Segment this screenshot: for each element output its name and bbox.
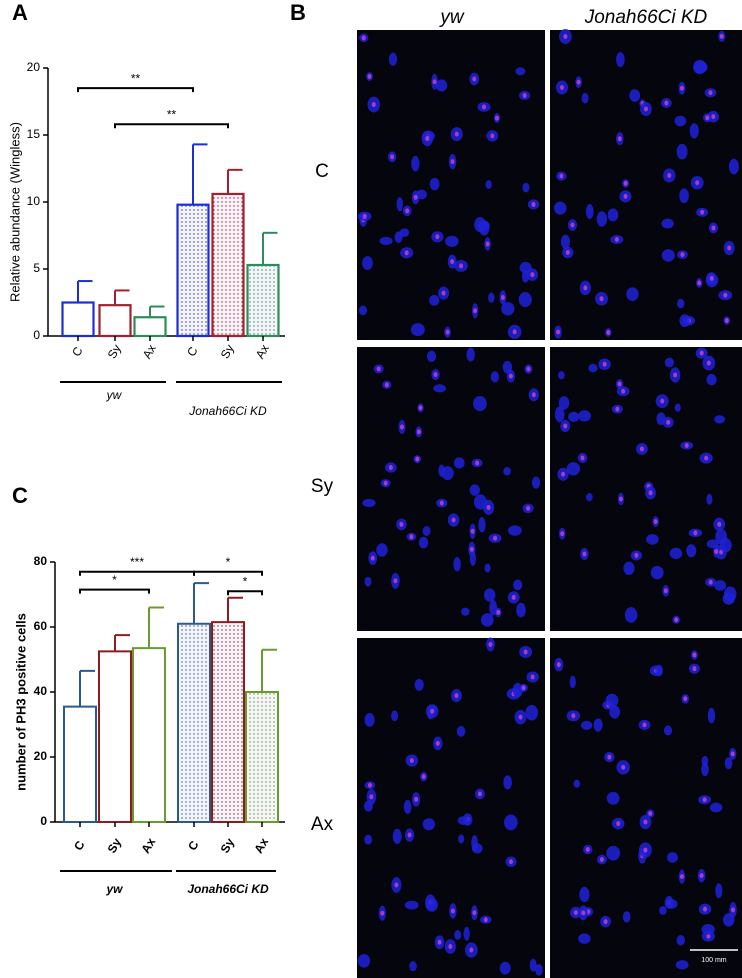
bar <box>245 691 279 823</box>
significance-bracket <box>193 570 263 576</box>
bar <box>177 622 211 823</box>
bar <box>98 304 132 338</box>
micrograph <box>357 637 545 978</box>
significance-label: ** <box>131 71 141 85</box>
panel-label: B <box>290 0 306 25</box>
y-tick-label: 20 <box>34 749 48 763</box>
group-label: yw <box>106 388 123 402</box>
y-tick-label: 80 <box>34 554 48 568</box>
y-tick-label: 40 <box>34 684 48 698</box>
bar <box>61 301 95 338</box>
significance-label: ** <box>167 107 177 121</box>
row-label: C <box>315 161 329 182</box>
column-label: Jonah66Ci KD <box>584 7 708 28</box>
x-tick-label: Sy <box>218 342 237 361</box>
x-tick-label: Sy <box>105 342 124 361</box>
column-label: yw <box>438 7 465 28</box>
micrograph <box>357 30 545 340</box>
group-label: Jonah66Ci KD <box>187 882 269 896</box>
x-tick-label: C <box>185 838 202 853</box>
bar <box>211 621 245 823</box>
bar <box>133 316 167 338</box>
x-tick-label: Ax <box>140 342 159 361</box>
significance-bracket <box>79 570 195 576</box>
panel-label: A <box>12 0 28 25</box>
y-tick-label: 0 <box>33 328 40 342</box>
y-axis-label: number of PH3 positive cells <box>13 613 28 791</box>
x-tick-label: C <box>69 344 86 359</box>
micrograph <box>550 28 742 340</box>
micrograph <box>550 638 742 978</box>
bar <box>63 705 97 823</box>
y-tick-label: 20 <box>27 60 41 74</box>
micrograph <box>550 347 742 631</box>
y-tick-label: 15 <box>27 127 41 141</box>
bar <box>98 650 132 823</box>
x-tick-label: Sy <box>218 835 238 855</box>
x-tick-label: Sy <box>105 835 125 855</box>
x-tick-label: C <box>184 344 201 359</box>
significance-label: *** <box>130 555 144 569</box>
bar <box>132 647 166 823</box>
significance-bracket <box>227 590 263 596</box>
significance-bracket <box>77 87 194 93</box>
significance-label: * <box>226 555 231 569</box>
y-tick-label: 5 <box>33 261 40 275</box>
x-tick-label: Ax <box>251 835 271 856</box>
x-tick-label: C <box>71 838 88 853</box>
bar <box>176 203 210 338</box>
significance-label: * <box>243 574 248 588</box>
row-label: Sy <box>311 476 334 497</box>
significance-bracket <box>114 123 229 129</box>
y-tick-label: 0 <box>40 814 47 828</box>
group-label: Jonah66Ci KD <box>188 404 267 418</box>
scale-bar-label: 100 mm <box>701 957 726 964</box>
y-tick-label: 10 <box>27 194 41 208</box>
y-axis-label: Relative abundance (Wingless) <box>7 122 22 302</box>
significance-label: * <box>112 573 117 587</box>
row-label: Ax <box>311 814 334 835</box>
micrograph <box>357 347 545 631</box>
bar <box>246 263 280 338</box>
panel-label: C <box>12 483 28 508</box>
x-tick-label: Ax <box>138 835 158 856</box>
group-label: yw <box>105 882 123 896</box>
bar <box>211 192 245 338</box>
y-tick-label: 60 <box>34 619 48 633</box>
significance-bracket <box>79 588 150 594</box>
x-tick-label: Ax <box>253 342 272 361</box>
